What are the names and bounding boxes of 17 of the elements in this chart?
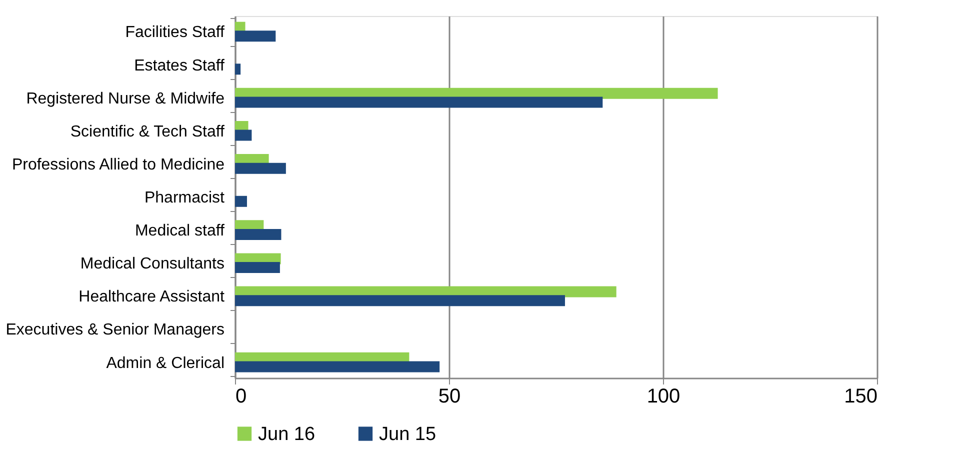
y-tick-label: Pharmacist bbox=[144, 190, 226, 206]
x-tick-label: 100 bbox=[646, 386, 680, 408]
y-tick-label: Scientific & Tech Staff bbox=[70, 123, 226, 140]
y-tick-label: Estates Staff bbox=[134, 57, 226, 74]
y-tick-label: Medical Consultants bbox=[80, 256, 224, 273]
x-tick-label: 50 bbox=[438, 386, 461, 408]
y-tick-label: Admin & Clerical bbox=[106, 354, 224, 372]
legend-label: Jun 16 bbox=[258, 424, 316, 445]
legend-label: Jun 15 bbox=[379, 424, 436, 445]
x-tick-label: 150 bbox=[844, 386, 878, 408]
x-tick-label: 0 bbox=[236, 386, 247, 408]
y-tick-label: Facilities Staff bbox=[125, 24, 226, 42]
y-tick-label: Healthcare Assistant bbox=[78, 288, 226, 306]
y-tick-label: Registered Nurse & Midwife bbox=[26, 90, 225, 108]
y-tick-label: Executives & Senior Managers bbox=[6, 322, 224, 339]
y-tick-label: Professions Allied to Medicine bbox=[12, 156, 225, 174]
y-tick-label: Medical staff bbox=[134, 222, 226, 240]
